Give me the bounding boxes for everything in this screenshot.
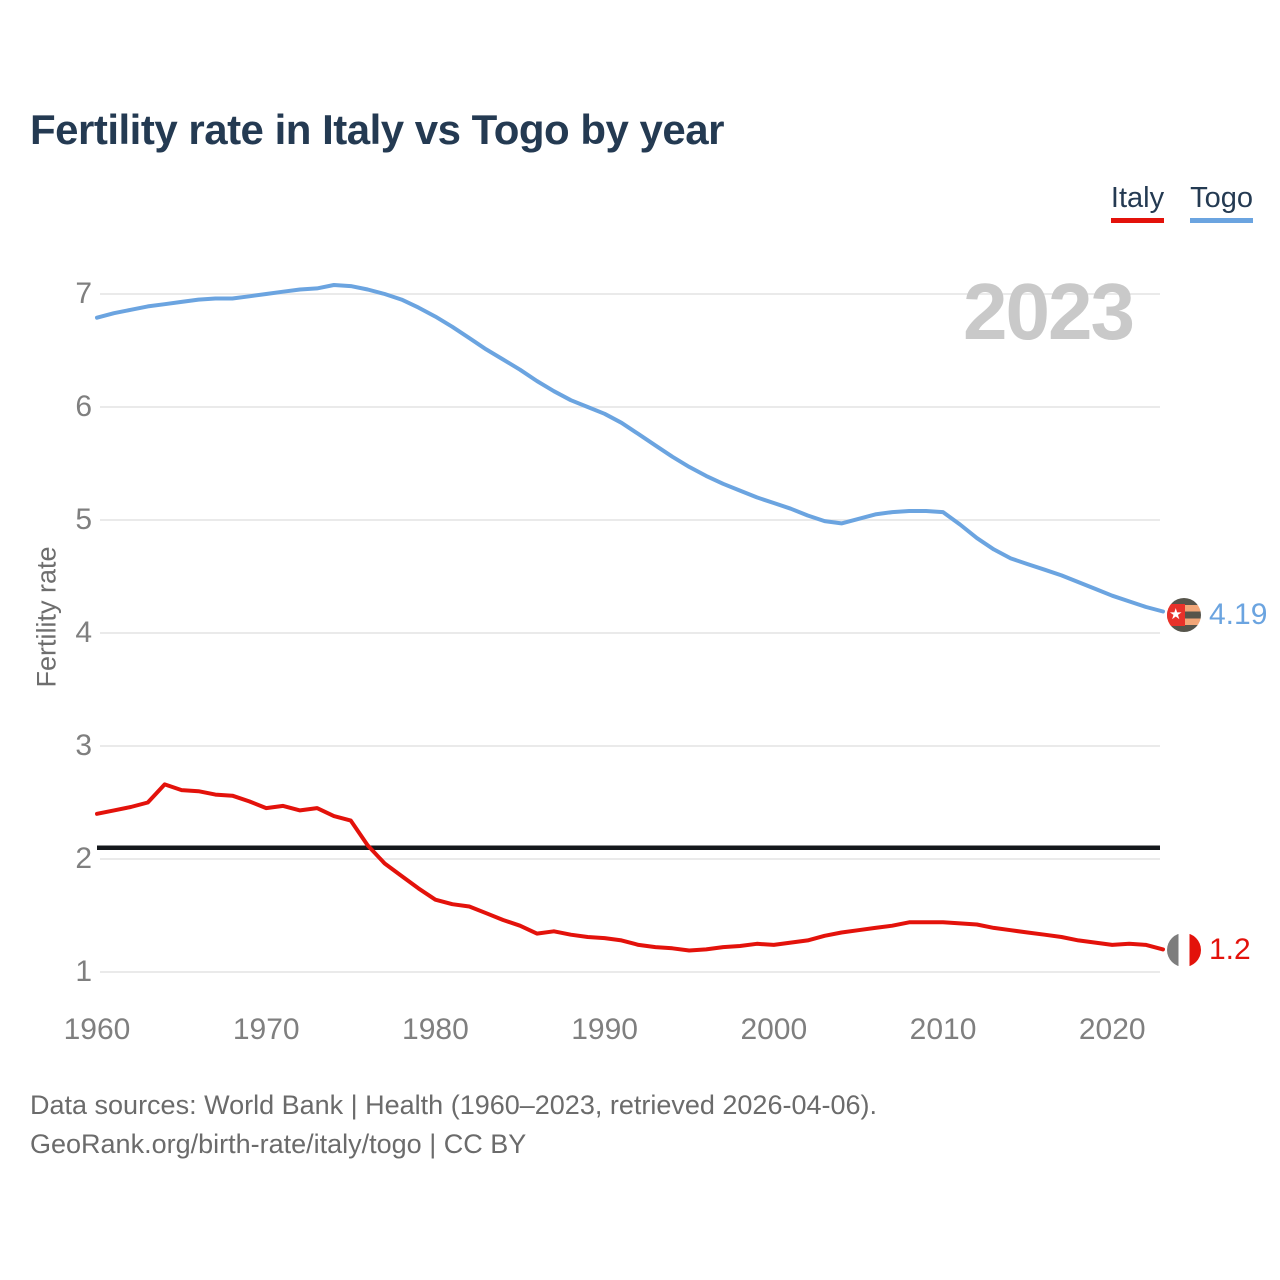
footer: Data sources: World Bank | Health (1960–…	[30, 1086, 877, 1164]
data-sources-line: Data sources: World Bank | Health (1960–…	[30, 1090, 877, 1120]
togo-end-label: 4.19	[1167, 598, 1267, 632]
series-line-togo	[95, 283, 1165, 614]
y-tick-label-5: 5	[75, 503, 92, 536]
x-tick-label-2000: 2000	[740, 1013, 808, 1046]
watermark-year: 2023	[963, 267, 1135, 356]
series-line-italy	[95, 782, 1165, 953]
x-tick-label-1960: 1960	[63, 1013, 131, 1046]
legend-item-italy[interactable]: Italy	[1110, 182, 1165, 223]
italy-end-value: 1.2	[1209, 933, 1251, 966]
x-tick-label-1980: 1980	[402, 1013, 469, 1046]
y-tick-label-1: 1	[75, 955, 92, 988]
x-tick-label-2010: 2010	[909, 1013, 977, 1046]
y-tick-label-2: 2	[75, 842, 92, 875]
x-tick-label-1970: 1970	[232, 1013, 300, 1046]
x-tick-label-1990: 1990	[571, 1013, 638, 1046]
x-tick-label-2020: 2020	[1078, 1013, 1146, 1046]
italy-end-label: 1.2	[1167, 933, 1251, 967]
italy-flag-icon	[1167, 933, 1201, 967]
page-title: Fertility rate in Italy vs Togo by year	[30, 106, 724, 153]
y-tick-label-6: 6	[75, 390, 92, 423]
y-tick-label-7: 7	[75, 277, 92, 310]
attribution-line: GeoRank.org/birth-rate/italy/togo | CC B…	[30, 1129, 527, 1159]
legend-item-togo[interactable]: Togo	[1190, 182, 1253, 223]
legend: Italy Togo	[1110, 182, 1253, 223]
togo-end-value: 4.19	[1209, 598, 1268, 631]
togo-flag-icon	[1167, 598, 1201, 632]
y-tick-label-4: 4	[75, 616, 92, 649]
y-tick-label-3: 3	[75, 729, 92, 762]
